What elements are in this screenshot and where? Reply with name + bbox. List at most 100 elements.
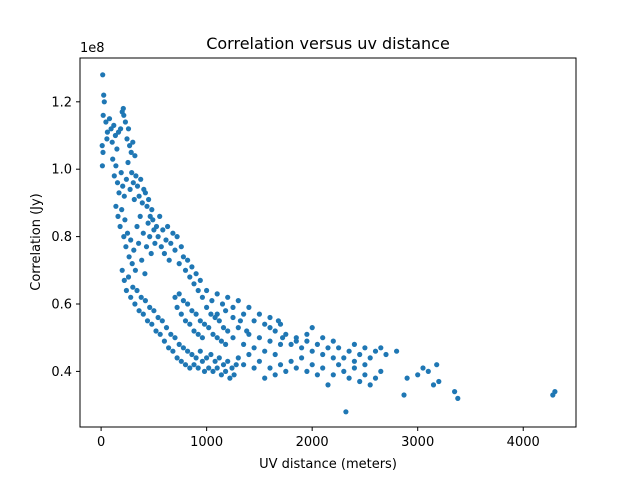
scatter-point — [394, 348, 400, 354]
scatter-point — [160, 227, 166, 233]
scatter-point — [304, 331, 310, 337]
scatter-point — [430, 382, 437, 388]
scatter-point — [128, 149, 134, 155]
scatter-point — [330, 355, 336, 361]
scatter-point — [223, 341, 229, 347]
scatter-point — [214, 291, 220, 297]
scatter-point — [220, 362, 227, 368]
scatter-point — [174, 234, 180, 240]
scatter-point — [119, 267, 125, 273]
scatter-point — [168, 331, 174, 337]
scatter-point — [309, 362, 315, 368]
scatter-point — [178, 358, 184, 364]
scatter-point — [378, 345, 384, 351]
scatter-point — [330, 372, 336, 378]
scatter-point — [272, 351, 278, 358]
scatter-point — [193, 311, 199, 317]
scatter-point — [277, 341, 284, 347]
scatter-point — [121, 193, 127, 199]
scatter-point — [197, 348, 203, 354]
scatter-point — [172, 335, 178, 341]
scatter-point — [241, 311, 247, 317]
x-axis-label: UV distance (meters) — [259, 457, 397, 472]
x-ticks: 0 1000 2000 3000 4000 — [97, 427, 540, 450]
scatter-point — [134, 183, 141, 189]
scatter-point — [241, 362, 247, 368]
scatter-point — [199, 335, 205, 341]
scatter-point — [425, 368, 431, 374]
scatter-point — [351, 341, 357, 347]
scatter-point — [100, 72, 106, 78]
scatter-point — [185, 348, 191, 354]
scatter-point — [195, 365, 201, 371]
scatter-point — [199, 294, 205, 300]
scatter-point — [256, 311, 262, 317]
scatter-point — [225, 328, 231, 334]
scatter-point — [144, 318, 151, 324]
scatter-point — [218, 338, 224, 344]
scatter-point — [174, 355, 180, 361]
scatter-point — [172, 247, 178, 253]
scatter-point — [214, 335, 220, 341]
scatter-point — [168, 240, 174, 246]
scatter-point — [152, 240, 158, 246]
scatter-point — [341, 355, 347, 361]
x-tick-label: 2000 — [296, 435, 329, 450]
scatter-point — [246, 304, 252, 310]
scatter-point — [129, 261, 135, 267]
y-tick-label: 1.0 — [51, 163, 72, 178]
scatter-point — [233, 362, 239, 368]
scatter-point — [112, 132, 118, 139]
scatter-point — [246, 351, 252, 358]
scatter-point — [235, 355, 241, 361]
scatter-point — [137, 213, 143, 219]
scatter-point — [191, 362, 197, 368]
scatter-point — [201, 321, 208, 327]
scatter-point — [230, 335, 236, 341]
scatter-point — [140, 311, 146, 317]
scatter-point — [351, 358, 357, 364]
scatter-point — [139, 200, 145, 206]
scatter-point — [283, 368, 289, 374]
scatter-point — [201, 368, 208, 374]
scatter-point — [267, 314, 273, 321]
scatter-point — [195, 331, 201, 337]
scatter-point — [357, 378, 363, 385]
scatter-point — [367, 355, 373, 361]
scatter-point — [341, 368, 347, 374]
scatter-point — [197, 318, 203, 324]
scatter-point — [189, 308, 195, 314]
scatter-point — [185, 257, 191, 263]
scatter-point — [267, 365, 273, 371]
scatter-point — [182, 362, 189, 368]
scatter-point — [314, 341, 320, 347]
plot-frame — [79, 57, 577, 428]
scatter-point — [157, 331, 163, 337]
scatter-point — [304, 368, 310, 374]
scatter-point — [185, 301, 191, 307]
scatter-point — [220, 325, 227, 331]
scatter-point — [336, 345, 342, 351]
scatter-point — [155, 234, 161, 240]
scatter-point — [117, 223, 123, 230]
scatter-point — [115, 213, 121, 219]
scatter-point — [174, 304, 180, 310]
scatter-point — [362, 372, 368, 378]
scatter-point — [420, 365, 426, 371]
scatter-point — [180, 254, 186, 260]
scatter-point — [231, 372, 237, 378]
scatter-point — [293, 338, 299, 344]
plot-area — [80, 58, 576, 427]
scatter-point — [216, 355, 222, 361]
scatter-point — [134, 223, 140, 230]
scatter-point — [401, 392, 407, 398]
scatter-point — [134, 287, 140, 294]
scatter-point — [189, 351, 195, 358]
y-tick-label: 0.8 — [51, 230, 72, 245]
scatter-point — [195, 287, 201, 294]
scatter-point — [351, 365, 357, 371]
scatter-point — [122, 119, 128, 125]
scatter-point — [346, 375, 352, 381]
